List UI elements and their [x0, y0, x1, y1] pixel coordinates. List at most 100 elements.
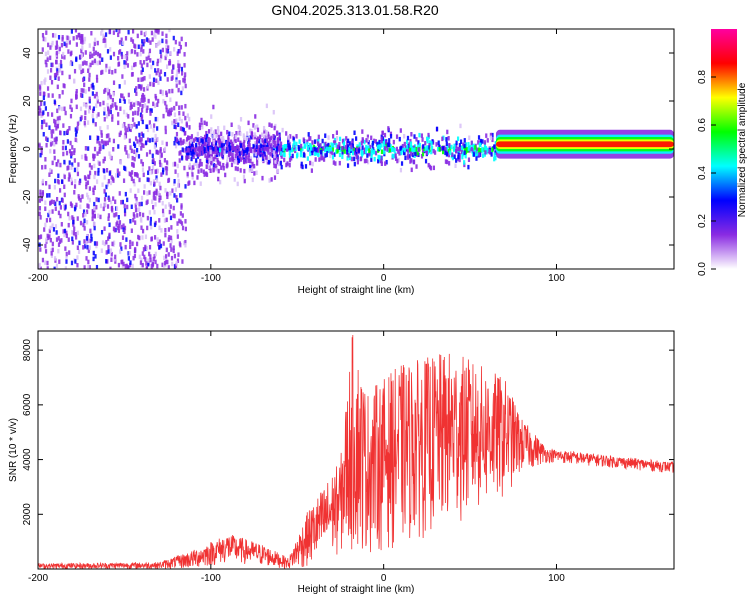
heatmap-cell — [391, 146, 394, 152]
heatmap-cell — [142, 247, 145, 252]
heatmap-cell — [168, 112, 171, 117]
heatmap-cell — [148, 138, 151, 143]
heatmap-cell — [475, 152, 478, 157]
heatmap-cell — [182, 139, 185, 144]
heatmap-cell — [353, 161, 356, 167]
heatmap-cell — [88, 98, 91, 104]
heatmap-cell — [122, 96, 125, 102]
heatmap-cell — [245, 154, 248, 160]
heatmap-cell — [159, 243, 163, 249]
heatmap-cell — [174, 124, 177, 130]
heatmap-cell — [115, 29, 118, 33]
heatmap-cell — [82, 102, 86, 107]
heatmap-cell — [180, 205, 183, 210]
heatmap-cell — [205, 158, 209, 163]
heatmap-cell — [39, 108, 42, 113]
heatmap-cell — [70, 61, 74, 67]
heatmap-cell — [111, 70, 114, 75]
heatmap-cell — [459, 139, 463, 145]
heatmap-cell — [92, 187, 95, 193]
heatmap-cell — [185, 152, 189, 157]
heatmap-cell — [173, 124, 176, 129]
heatmap-cell — [149, 40, 152, 45]
heatmap-cell — [147, 98, 150, 104]
heatmap-cell — [424, 146, 427, 151]
heatmap-cell — [164, 55, 167, 61]
heatmap-cell — [273, 144, 276, 150]
heatmap-cell — [136, 147, 139, 153]
heatmap-cell — [108, 171, 111, 176]
heatmap-cell — [148, 149, 152, 155]
heatmap-cell — [45, 136, 48, 141]
heatmap-cell — [142, 41, 145, 47]
heatmap-cell — [150, 170, 153, 175]
heatmap-cell — [279, 144, 283, 149]
heatmap-cell — [65, 233, 68, 239]
heatmap-cell — [157, 98, 160, 104]
heatmap-cell — [353, 156, 356, 162]
heatmap-cell — [146, 137, 150, 143]
heatmap-cell — [394, 153, 397, 158]
heatmap-cell — [253, 148, 256, 153]
heatmap-cell — [412, 150, 415, 155]
heatmap-cell — [63, 55, 66, 60]
heatmap-cell — [418, 142, 421, 148]
heatmap-cell — [488, 149, 491, 155]
heatmap-cell — [247, 152, 251, 157]
heatmap-cell — [370, 135, 373, 141]
heatmap-cell — [132, 141, 136, 147]
heatmap-cell — [274, 164, 278, 169]
heatmap-cell — [105, 63, 108, 69]
heatmap-cell — [348, 150, 351, 156]
heatmap-cell — [458, 157, 461, 163]
heatmap-cell — [108, 69, 111, 74]
heatmap-cell — [108, 197, 111, 202]
heatmap-cell — [249, 135, 252, 140]
heatmap-cell — [85, 184, 88, 190]
heatmap-cell — [429, 165, 433, 171]
heatmap-cell — [103, 107, 106, 112]
heatmap-cell — [150, 108, 153, 113]
heatmap-cell — [136, 111, 140, 116]
heatmap-cell — [146, 127, 150, 133]
heatmap-cell — [226, 141, 229, 146]
heatmap-cell — [158, 181, 161, 187]
heatmap-cell — [57, 159, 60, 164]
heatmap-cell — [163, 146, 167, 152]
heatmap-cell — [113, 257, 116, 262]
heatmap-cell — [151, 153, 154, 159]
x-tick-label: 0 — [381, 573, 387, 584]
heatmap-cell — [376, 142, 379, 147]
heatmap-cell — [75, 104, 78, 110]
heatmap-cell — [158, 72, 161, 77]
heatmap-cell — [356, 159, 359, 165]
heatmap-cell — [199, 181, 202, 186]
heatmap-cell — [69, 201, 73, 207]
heatmap-cell — [103, 226, 106, 231]
heatmap-cell — [319, 149, 323, 155]
heatmap-cell — [125, 263, 128, 269]
heatmap-cell — [148, 48, 152, 54]
heatmap-cell — [102, 158, 105, 164]
heatmap-cell — [164, 227, 167, 233]
heatmap-cell — [152, 158, 155, 163]
heatmap-cell — [40, 150, 43, 156]
heatmap-cell — [98, 149, 101, 154]
heatmap-cell — [243, 148, 246, 154]
heatmap-cell — [152, 128, 155, 133]
heatmap-cell — [165, 104, 168, 110]
heatmap-cell — [196, 163, 199, 169]
heatmap-cell — [255, 144, 258, 149]
heatmap-cell — [178, 151, 181, 156]
heatmap-cell — [57, 162, 60, 168]
heatmap-cell — [346, 141, 349, 146]
heatmap-cell — [300, 143, 303, 149]
heatmap-cell — [68, 216, 71, 221]
heatmap-cell — [107, 236, 110, 241]
heatmap-cell — [153, 254, 156, 259]
heatmap-cell — [57, 120, 60, 125]
heatmap-cell — [406, 135, 410, 141]
heatmap-cell — [191, 175, 194, 180]
heatmap-cell — [59, 213, 62, 219]
heatmap-cell — [443, 145, 446, 151]
